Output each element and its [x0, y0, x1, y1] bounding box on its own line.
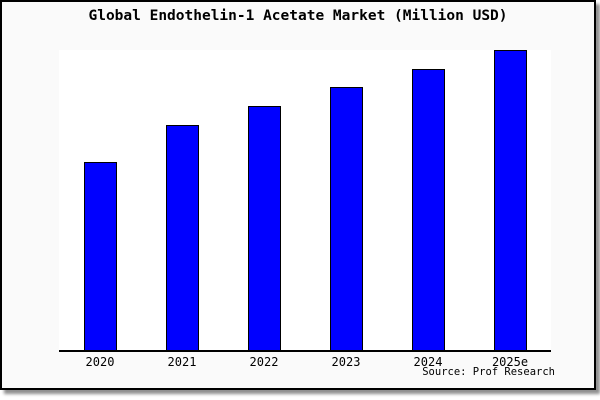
bar-2023 [329, 86, 363, 350]
x-tick-label-2021: 2021 [167, 355, 197, 369]
bar-2025e [493, 50, 527, 350]
bar-2020 [83, 161, 117, 350]
source-label: Source: Prof Research [422, 366, 555, 378]
x-axis-line [59, 350, 551, 352]
chart-frame: Global Endothelin-1 Acetate Market (Mill… [0, 0, 596, 390]
plot-area [59, 50, 551, 352]
x-tick-label-2025e: 2025e [491, 355, 529, 369]
x-tick-label-2022: 2022 [249, 355, 279, 369]
chart-title: Global Endothelin-1 Acetate Market (Mill… [88, 8, 508, 24]
x-tick-label-2023: 2023 [331, 355, 361, 369]
x-axis-labels: 2020 2021 2022 2023 2024 2025e [59, 355, 551, 369]
x-tick-label-2024: 2024 [413, 355, 443, 369]
bar-2022 [247, 105, 281, 350]
bar-2021 [165, 124, 199, 350]
bars-container [59, 50, 551, 350]
x-tick-label-2020: 2020 [85, 355, 115, 369]
bar-2024 [411, 68, 445, 350]
